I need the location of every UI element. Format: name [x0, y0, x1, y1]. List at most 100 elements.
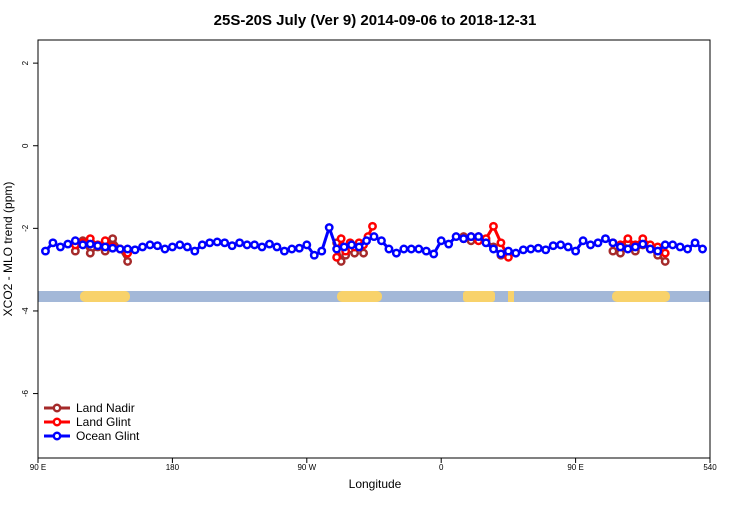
land-patch — [612, 291, 670, 302]
point — [563, 242, 573, 252]
point — [347, 240, 357, 250]
point — [55, 242, 65, 252]
point — [399, 244, 409, 254]
point — [257, 242, 267, 252]
point — [638, 239, 648, 249]
x-tick-label: 90 E — [567, 463, 583, 472]
x-tick-label: 90 E — [30, 463, 46, 472]
point — [481, 238, 491, 248]
point — [675, 242, 685, 252]
x-tick-label: 180 — [166, 463, 180, 472]
y-axis-label: XCO2 - MLO trend (ppm) — [1, 182, 15, 317]
point — [220, 238, 230, 248]
point — [41, 246, 50, 256]
point — [242, 240, 252, 250]
point — [421, 246, 431, 256]
point — [474, 232, 483, 242]
land-patch — [463, 291, 495, 302]
point — [578, 236, 588, 246]
point — [489, 244, 498, 254]
x-tick-label: 0 — [439, 463, 444, 472]
point — [645, 244, 655, 254]
point — [548, 241, 558, 251]
point — [332, 252, 342, 262]
point — [309, 250, 319, 260]
chart-title: 25S-20S July (Ver 9) 2014-09-06 to 2018-… — [214, 12, 537, 29]
point — [526, 244, 536, 254]
point — [294, 243, 304, 253]
point — [78, 240, 88, 250]
land-mask — [38, 291, 710, 302]
point — [302, 240, 312, 250]
point — [235, 238, 245, 248]
point — [85, 239, 95, 249]
point — [182, 242, 192, 252]
point — [593, 238, 603, 248]
point — [660, 248, 670, 258]
point — [279, 246, 289, 256]
legend-marker — [52, 403, 62, 413]
point — [608, 238, 618, 248]
point — [444, 239, 454, 249]
point — [167, 242, 177, 252]
x-tick-label: 540 — [703, 463, 717, 472]
point — [660, 256, 670, 266]
point — [250, 240, 259, 250]
land-patch — [80, 291, 130, 302]
point — [100, 242, 110, 252]
point — [377, 236, 386, 246]
point — [63, 239, 73, 249]
point — [197, 240, 207, 250]
point — [489, 221, 498, 231]
point — [608, 246, 618, 256]
point — [205, 238, 215, 248]
point — [406, 244, 416, 254]
point — [503, 246, 513, 256]
legend-label: Ocean Glint — [76, 429, 140, 443]
point — [556, 240, 566, 250]
legend-marker — [52, 417, 62, 427]
point — [368, 221, 377, 231]
point — [93, 241, 103, 251]
point — [145, 240, 155, 250]
point — [160, 244, 170, 254]
point — [369, 232, 379, 242]
land-patch — [337, 291, 382, 302]
point — [354, 242, 364, 252]
point — [336, 234, 346, 244]
point — [384, 244, 394, 254]
y-tick-label: 2 — [21, 60, 30, 65]
legend-marker — [52, 431, 62, 441]
point — [391, 248, 401, 258]
point — [668, 240, 678, 250]
point — [175, 240, 185, 250]
point — [466, 232, 476, 242]
point — [138, 242, 147, 252]
point — [623, 234, 633, 244]
x-axis-label: Longitude — [349, 477, 402, 491]
point — [108, 243, 118, 253]
point — [436, 236, 446, 246]
point — [190, 246, 200, 256]
land-patch — [508, 291, 514, 302]
point — [429, 249, 439, 259]
point — [414, 244, 424, 254]
point — [317, 246, 327, 256]
point — [630, 242, 640, 252]
point — [362, 236, 371, 246]
point — [324, 223, 334, 232]
y-tick-label: 0 — [21, 143, 30, 148]
legend-label: Land Glint — [76, 415, 131, 429]
point — [660, 240, 670, 250]
point — [85, 248, 95, 258]
point — [571, 246, 581, 256]
point — [130, 245, 140, 255]
point — [623, 244, 633, 254]
point — [48, 238, 58, 248]
point — [459, 234, 469, 244]
point — [227, 241, 237, 251]
point — [496, 238, 506, 248]
point — [108, 234, 118, 244]
point — [615, 242, 625, 252]
